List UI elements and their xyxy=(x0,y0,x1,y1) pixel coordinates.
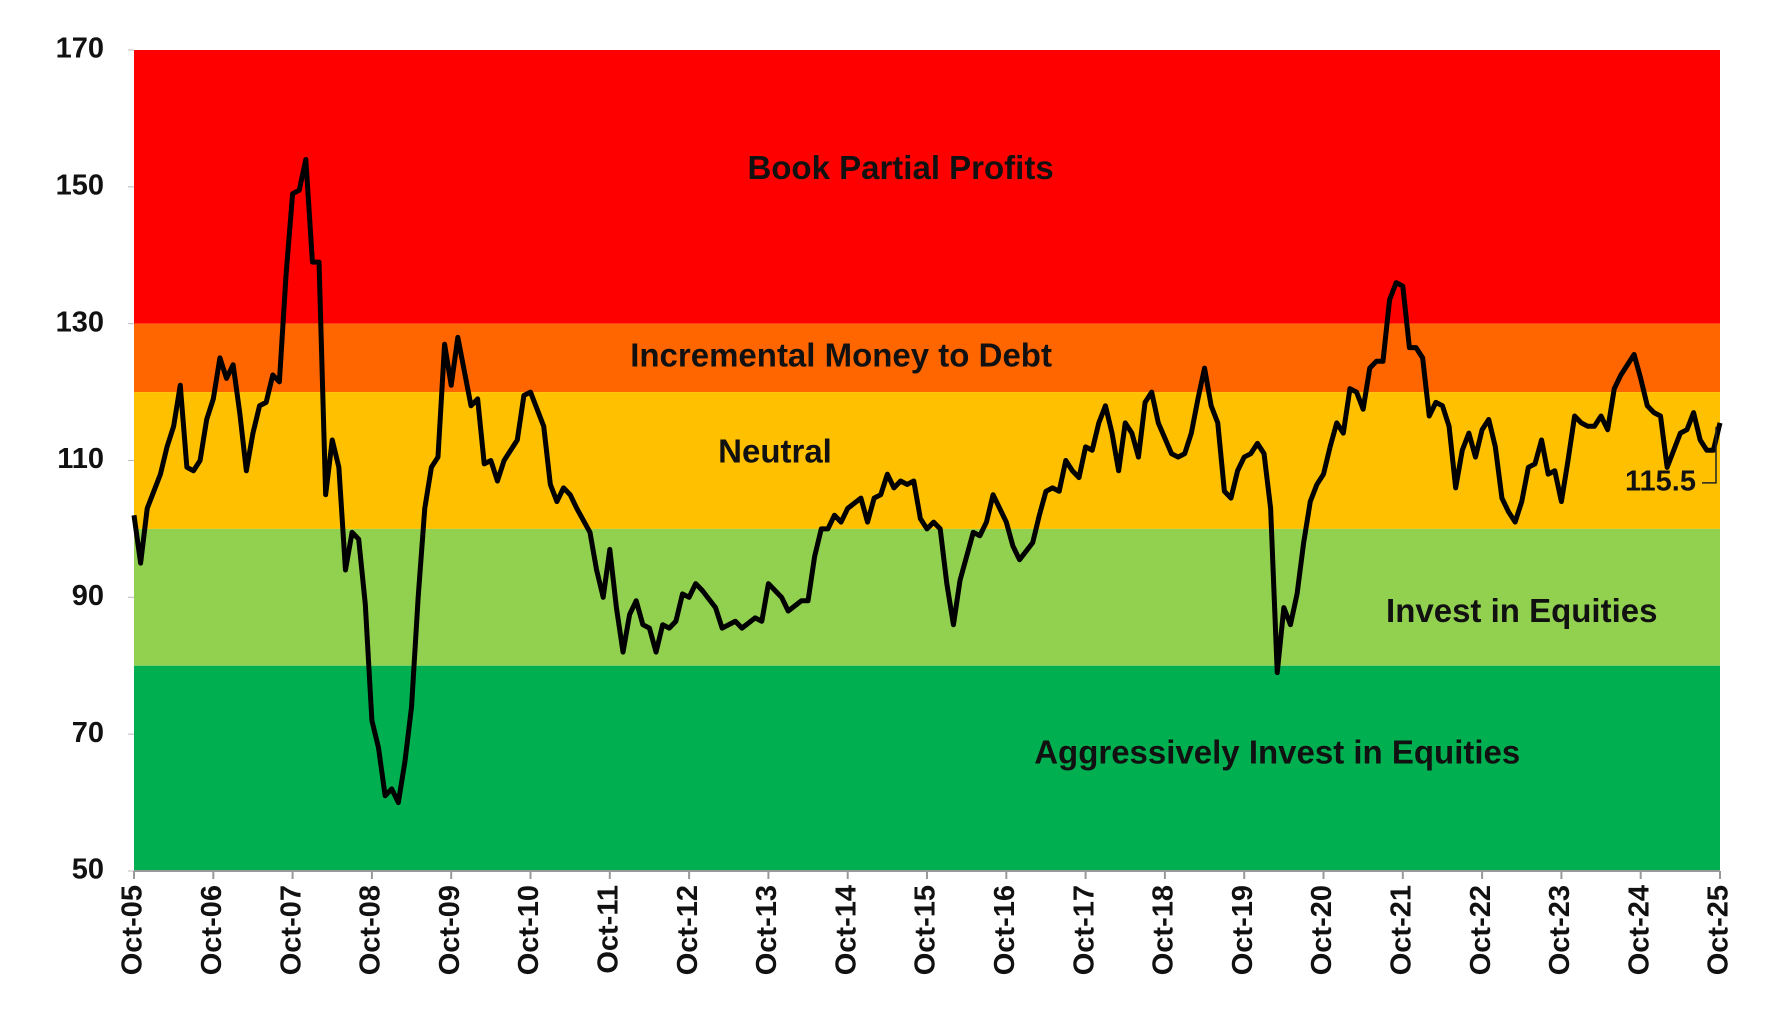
zone-label: Aggressively Invest in Equities xyxy=(1034,733,1520,770)
x-tick-label: Oct-19 xyxy=(1227,885,1259,975)
x-tick-label: Oct-15 xyxy=(910,885,942,975)
zone-band xyxy=(134,323,1720,393)
index-line xyxy=(131,156,1723,806)
x-tick-label: Oct-24 xyxy=(1623,885,1655,975)
y-tick-label: 110 xyxy=(57,443,104,475)
y-tick-label: 90 xyxy=(72,580,104,612)
x-tick-label: Oct-07 xyxy=(275,885,307,975)
x-tick-label: Oct-09 xyxy=(434,885,466,975)
y-tick-label: 130 xyxy=(56,306,104,338)
x-tick-label: Oct-10 xyxy=(513,885,545,975)
x-tick-label: Oct-20 xyxy=(1306,885,1338,975)
zone-label: Incremental Money to Debt xyxy=(630,337,1052,374)
x-tick-label: Oct-08 xyxy=(355,885,387,975)
x-tick-label: Oct-22 xyxy=(1465,885,1497,975)
x-tick-label: Oct-18 xyxy=(1148,885,1180,975)
zone-band xyxy=(134,528,1720,666)
x-tick-label: Oct-05 xyxy=(117,885,149,975)
x-tick-label: Oct-21 xyxy=(1385,885,1417,975)
y-tick-label: 50 xyxy=(72,854,104,886)
x-tick-label: Oct-25 xyxy=(1703,885,1735,975)
zone-label: Neutral xyxy=(718,432,832,469)
x-tick-label: Oct-11 xyxy=(592,885,624,974)
x-tick-label: Oct-06 xyxy=(196,885,228,975)
y-tick-label: 70 xyxy=(72,717,104,749)
x-tick-label: Oct-14 xyxy=(830,885,862,975)
x-tick-label: Oct-23 xyxy=(1544,885,1576,975)
zone-band xyxy=(134,50,1720,324)
zone-label: Book Partial Profits xyxy=(747,149,1053,186)
zone-band xyxy=(134,392,1720,529)
annotation: 115.5 xyxy=(1625,466,1696,498)
annotation-leader xyxy=(1702,426,1717,484)
y-tick-label: 150 xyxy=(56,169,104,201)
zone-label: Invest in Equities xyxy=(1386,592,1657,629)
x-tick-label: Oct-17 xyxy=(1068,885,1100,975)
y-tick-label: 170 xyxy=(56,33,104,65)
zone-band xyxy=(134,665,1720,871)
x-tick-label: Oct-12 xyxy=(672,885,704,975)
x-tick-label: Oct-16 xyxy=(989,885,1021,975)
x-tick-label: Oct-13 xyxy=(751,885,783,975)
